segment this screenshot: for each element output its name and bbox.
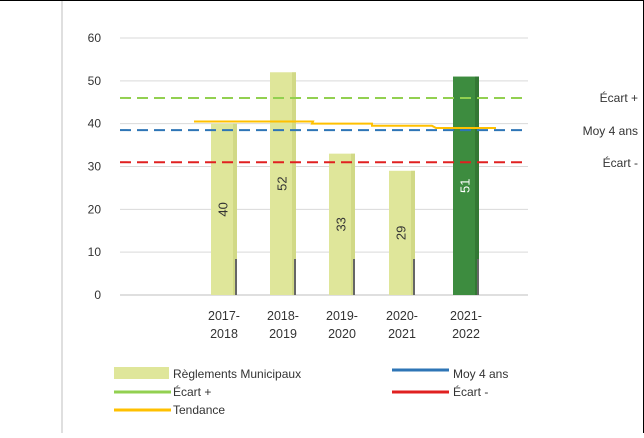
bar [211,123,237,296]
legend-label: Écart - [453,384,488,399]
bar-data-label: 40 [215,202,230,216]
y-tick-label: 40 [88,117,102,131]
bar-base-mark [235,259,237,295]
reference-line-label: Moy 4 ans [583,124,638,138]
x-tick-labels: 2017- 2018 2018- 2019 2019- 2020 2020- 2021 2021… [208,309,482,341]
legend-label: Écart + [173,384,211,399]
reference-lines [120,96,528,164]
bar-base-mark [294,259,296,295]
bars: 40 52 33 29 51 [211,72,479,296]
legend-label: Règlements Municipaux [173,367,301,381]
legend-swatch-bar [114,367,169,379]
bar-shade [292,72,296,296]
trend-line [194,120,496,129]
bar-data-label: 52 [274,176,289,190]
reference-line-label: Écart + [600,90,638,105]
bar-shade [475,76,479,295]
bar [389,170,415,295]
x-tick-label-line: 2021- [450,309,482,323]
y-tick-label: 0 [94,288,101,302]
bar-base-mark [477,259,479,295]
legend-label: Tendance [173,403,225,417]
bar-shade [351,153,355,295]
reference-line-label: Écart - [603,155,638,170]
x-tick-label-line: 2018 [210,327,238,341]
x-tick-label-line: 2022 [452,327,480,341]
x-tick-label: 2017- 2018 [208,309,240,341]
x-tick-label-line: 2017- [208,309,240,323]
bar [329,153,355,295]
x-tick-label: 2021- 2022 [450,309,482,341]
y-tick-label: 50 [88,74,102,88]
y-tick-label: 20 [88,202,102,216]
bar-data-label: 51 [457,179,472,193]
bar-base-mark [353,259,355,295]
bar [270,72,296,296]
x-tick-label-line: 2020 [328,327,356,341]
y-tick-label: 60 [88,31,102,45]
bar-shade [233,123,237,296]
x-tick-label-line: 2021 [388,327,416,341]
bar-data-label: 29 [393,226,408,240]
legend-label: Moy 4 ans [453,367,508,381]
bar-base-mark [413,259,415,295]
bar-shade [411,170,415,295]
y-tick-label: 10 [88,245,102,259]
bar-data-label: 33 [333,217,348,231]
x-tick-label-line: 2019 [269,327,297,341]
x-tick-label: 2020- 2021 [386,309,418,341]
legend: Règlements Municipaux Moy 4 ans Écart + Éca… [114,367,508,417]
x-tick-label: 2018- 2019 [267,309,299,341]
bar [453,76,479,295]
x-tick-label-line: 2019- [326,309,358,323]
x-tick-label-line: 2020- [386,309,418,323]
x-tick-label-line: 2018- [267,309,299,323]
x-tick-label: 2019- 2020 [326,309,358,341]
reference-line-labels: Moy 4 ans Écart + Écart - [583,90,638,170]
y-tick-labels: 0 10 20 30 40 50 60 [88,31,102,302]
y-tick-label: 30 [88,160,102,174]
